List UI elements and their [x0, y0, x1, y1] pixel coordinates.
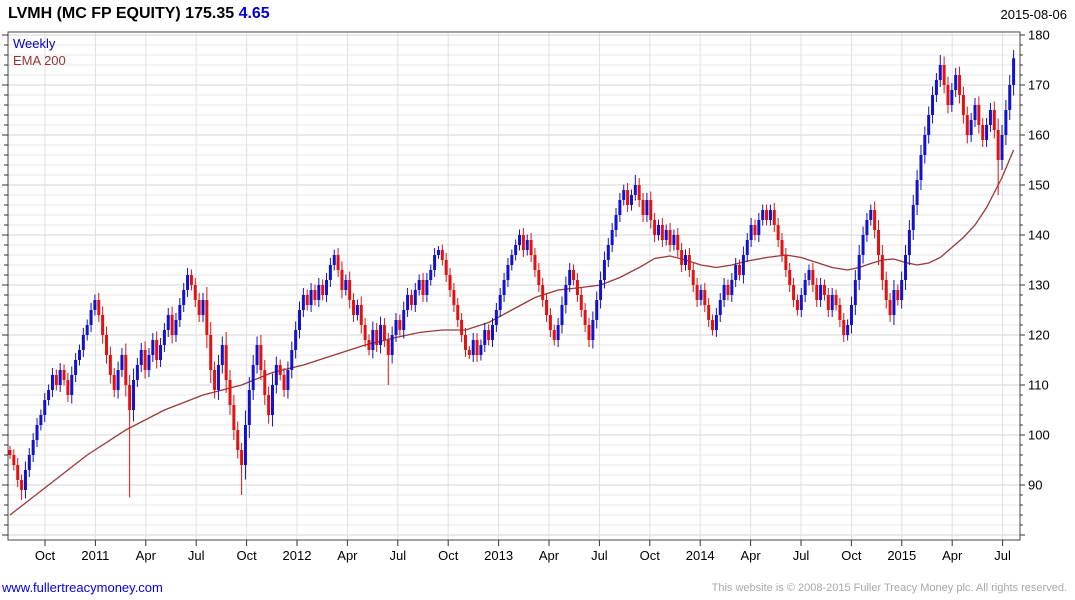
svg-text:2015: 2015	[887, 548, 916, 563]
svg-text:2011: 2011	[81, 548, 109, 563]
svg-text:150: 150	[1028, 178, 1050, 193]
svg-text:170: 170	[1028, 78, 1050, 93]
svg-text:Oct: Oct	[236, 548, 257, 563]
svg-text:120: 120	[1028, 328, 1050, 343]
legend-weekly: Weekly	[13, 36, 56, 51]
website-link[interactable]: www.fullertreacymoney.com	[2, 580, 163, 595]
svg-text:Jul: Jul	[994, 548, 1011, 563]
svg-text:Oct: Oct	[35, 548, 56, 563]
svg-text:Jul: Jul	[188, 548, 205, 563]
svg-text:100: 100	[1028, 428, 1050, 443]
svg-text:Jul: Jul	[793, 548, 810, 563]
copyright-text: This website is © 2008-2015 Fuller Treac…	[711, 582, 1067, 594]
svg-text:Apr: Apr	[539, 548, 560, 563]
svg-text:140: 140	[1028, 228, 1050, 243]
svg-text:Apr: Apr	[942, 548, 963, 563]
svg-text:2013: 2013	[484, 548, 513, 563]
as-of-date: 2015-08-06	[1000, 7, 1068, 22]
svg-text:2012: 2012	[283, 548, 312, 563]
svg-text:Apr: Apr	[136, 548, 157, 563]
svg-text:130: 130	[1028, 278, 1050, 293]
svg-text:Oct: Oct	[438, 548, 459, 563]
instrument-title: LVMH (MC FP EQUITY) 175.35	[8, 5, 239, 22]
svg-text:Jul: Jul	[389, 548, 406, 563]
svg-text:180: 180	[1028, 28, 1050, 43]
svg-text:Apr: Apr	[740, 548, 761, 563]
page-title: LVMH (MC FP EQUITY) 175.35 4.65	[8, 5, 270, 23]
svg-text:Oct: Oct	[640, 548, 661, 563]
svg-text:Oct: Oct	[841, 548, 862, 563]
legend-ema-200: EMA 200	[13, 53, 66, 68]
svg-text:90: 90	[1028, 478, 1042, 493]
svg-text:Apr: Apr	[337, 548, 358, 563]
price-change: 4.65	[238, 5, 270, 22]
svg-text:110: 110	[1028, 378, 1049, 393]
svg-text:160: 160	[1028, 128, 1050, 143]
svg-text:2014: 2014	[686, 548, 715, 563]
svg-text:Jul: Jul	[591, 548, 608, 563]
